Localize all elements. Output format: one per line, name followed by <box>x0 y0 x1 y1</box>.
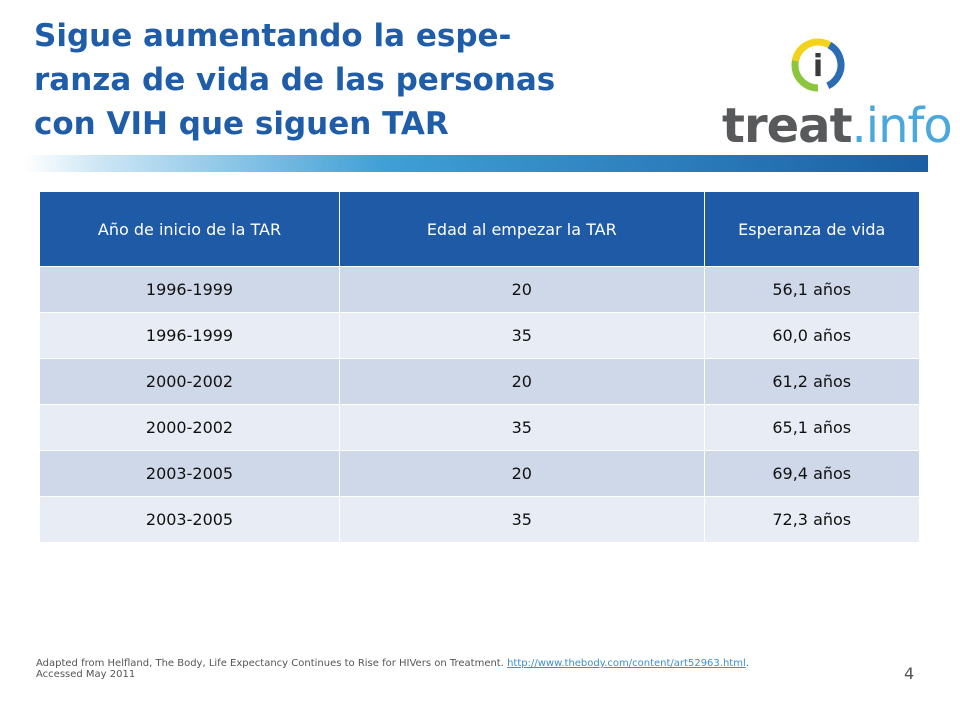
cell-start-year: 1996-1999 <box>40 266 340 313</box>
header-start-age: Edad al empezar la TAR <box>339 192 705 267</box>
slide-title: Sigue aumentando la espe- ranza de vida … <box>34 14 674 146</box>
title-line-3: con VIH que siguen TAR <box>34 106 449 142</box>
citation-text: Adapted from Helfland, The Body, Life Ex… <box>36 658 508 669</box>
citation-period: . <box>745 658 749 669</box>
logo-i-letter: i <box>813 49 823 84</box>
header-life-expectancy: Esperanza de vida <box>704 192 919 267</box>
cell-start-year: 2000-2002 <box>40 404 340 451</box>
page-number: 4 <box>904 664 915 683</box>
cell-life-expectancy: 72,3 años <box>704 496 919 542</box>
cell-start-year: 2003-2005 <box>40 450 340 497</box>
table-row: 2000-2002 20 61,2 años <box>40 358 919 405</box>
table-row: 2003-2005 20 69,4 años <box>40 450 919 497</box>
cell-start-age: 20 <box>339 358 705 405</box>
cell-start-age: 35 <box>339 496 705 542</box>
logo-text-info: .info <box>851 98 953 154</box>
cell-start-age: 35 <box>339 312 705 359</box>
cell-life-expectancy: 60,0 años <box>704 312 919 359</box>
logo-i-icon: i <box>791 38 845 92</box>
table-row: 1996-1999 35 60,0 años <box>40 312 919 359</box>
table-row: 1996-1999 20 56,1 años <box>40 266 919 313</box>
logo-text-treat: treat <box>722 98 853 154</box>
table-row: 2003-2005 35 72,3 años <box>40 496 919 542</box>
title-line-1: Sigue aumentando la espe- <box>34 18 512 54</box>
cell-start-age: 20 <box>339 266 705 313</box>
cell-start-year: 1996-1999 <box>40 312 340 359</box>
cell-life-expectancy: 65,1 años <box>704 404 919 451</box>
title-line-2: ranza de vida de las personas <box>34 62 556 98</box>
logo-wordmark: treat.info <box>722 96 953 156</box>
treat-info-logo: i treat.info <box>722 36 953 154</box>
cell-start-age: 20 <box>339 450 705 497</box>
header-start-year: Año de inicio de la TAR <box>40 192 340 267</box>
cell-life-expectancy: 56,1 años <box>704 266 919 313</box>
header-divider-bar <box>24 155 928 172</box>
life-expectancy-table: Año de inicio de la TAR Edad al empezar … <box>40 192 919 542</box>
cell-life-expectancy: 69,4 años <box>704 450 919 497</box>
source-link[interactable]: http://www.thebody.com/content/art52963.… <box>507 658 746 669</box>
cell-start-year: 2000-2002 <box>40 358 340 405</box>
citation-accessed: Accessed May 2011 <box>36 669 136 680</box>
cell-start-age: 35 <box>339 404 705 451</box>
table-row: 2000-2002 35 65,1 años <box>40 404 919 451</box>
source-citation: Adapted from Helfland, The Body, Life Ex… <box>36 658 836 680</box>
citation-line-1: Adapted from Helfland, The Body, Life Ex… <box>36 658 836 669</box>
cell-start-year: 2003-2005 <box>40 496 340 542</box>
cell-life-expectancy: 61,2 años <box>704 358 919 405</box>
table-header-row: Año de inicio de la TAR Edad al empezar … <box>40 192 919 267</box>
